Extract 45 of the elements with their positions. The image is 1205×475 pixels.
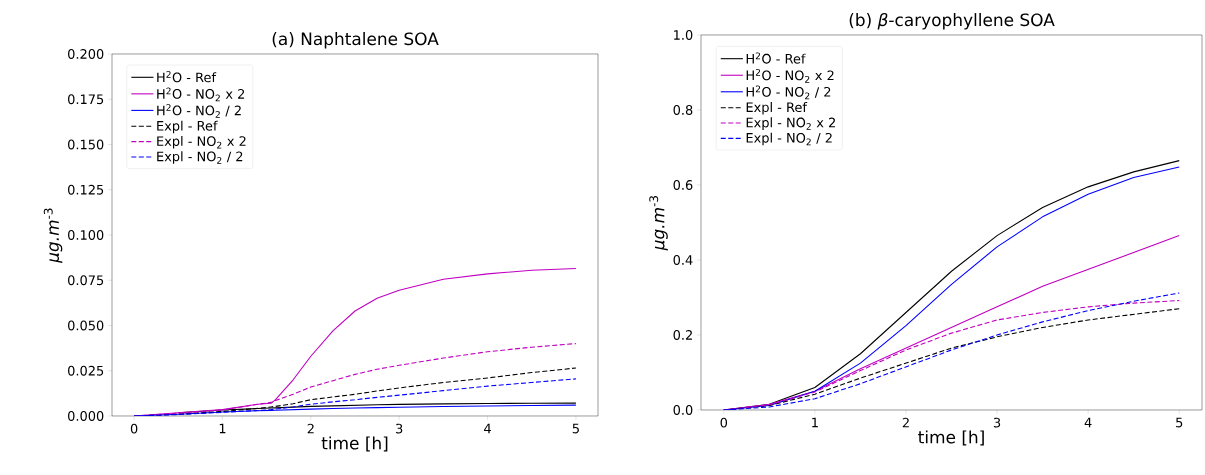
x-tick-label: 4 <box>484 423 491 434</box>
legend-label: H$^{2}$O - NO$_{2}$ x 2 <box>746 68 834 83</box>
legend-label: H$^{2}$O - NO$_{2}$ / 2 <box>157 104 241 118</box>
x-axis-title: time [h] <box>321 436 388 452</box>
chart-title: (a) Naphtalene SOA <box>272 32 439 49</box>
legend-label: Expl - NO$_{2}$ x 2 <box>157 135 246 149</box>
chart-title: (b) β-caryophyllene SOA <box>849 13 1055 30</box>
x-axis-title: time [h] <box>918 430 984 446</box>
x-tick-label: 3 <box>993 417 1001 428</box>
legend-label: Expl - Ref <box>746 102 808 115</box>
legend-label: H$^{2}$O - NO$_{2}$ x 2 <box>157 87 245 102</box>
legend-label: Expl - NO$_{2}$ / 2 <box>157 151 243 164</box>
x-tick-label: 2 <box>307 423 314 434</box>
y-tick-label: 0.175 <box>68 94 104 105</box>
y-tick-label: 0.0 <box>673 405 693 415</box>
y-tick-label: 0.200 <box>68 49 104 59</box>
y-tick-label: 0.150 <box>68 139 104 150</box>
legend-label: Expl - NO$_{2}$ / 2 <box>746 132 832 146</box>
y-tick-label: 0.6 <box>673 180 693 190</box>
x-tick-label: 0 <box>130 423 138 434</box>
y-tick-label: 0.075 <box>68 275 104 286</box>
y-tick-label: 0.4 <box>673 255 693 265</box>
y-tick-label: 0.125 <box>68 184 104 195</box>
y-axis-title: μg.m$^{-3}$ <box>649 196 668 251</box>
y-tick-label: 0.000 <box>68 411 104 421</box>
x-tick-label: 1 <box>219 423 226 434</box>
y-axis-title: μg.m$^{-3}$ <box>43 208 63 264</box>
y-tick-label: 1.0 <box>674 30 693 40</box>
x-tick-label: 0 <box>720 417 728 428</box>
legend-label: H$^{2}$O - NO$_{2}$ / 2 <box>746 85 831 100</box>
y-tick-label: 0.2 <box>673 330 692 340</box>
x-tick-label: 4 <box>1084 417 1092 428</box>
y-tick-label: 0.8 <box>673 105 693 115</box>
y-tick-label: 0.050 <box>68 320 104 331</box>
x-tick-label: 5 <box>1176 417 1183 428</box>
legend-label: Expl - Ref <box>157 120 218 134</box>
legend-label: Expl - NO$_{2}$ x 2 <box>746 117 835 130</box>
x-tick-label: 2 <box>902 417 909 428</box>
x-tick-label: 1 <box>812 417 818 428</box>
y-tick-label: 0.100 <box>68 230 104 240</box>
y-tick-label: 0.025 <box>68 365 104 376</box>
legend-label: H$^{2}$O - Ref <box>746 52 806 64</box>
x-tick-label: 5 <box>572 423 579 434</box>
x-tick-label: 3 <box>396 423 403 434</box>
legend-label: H$^{2}$O - Ref <box>157 71 217 83</box>
